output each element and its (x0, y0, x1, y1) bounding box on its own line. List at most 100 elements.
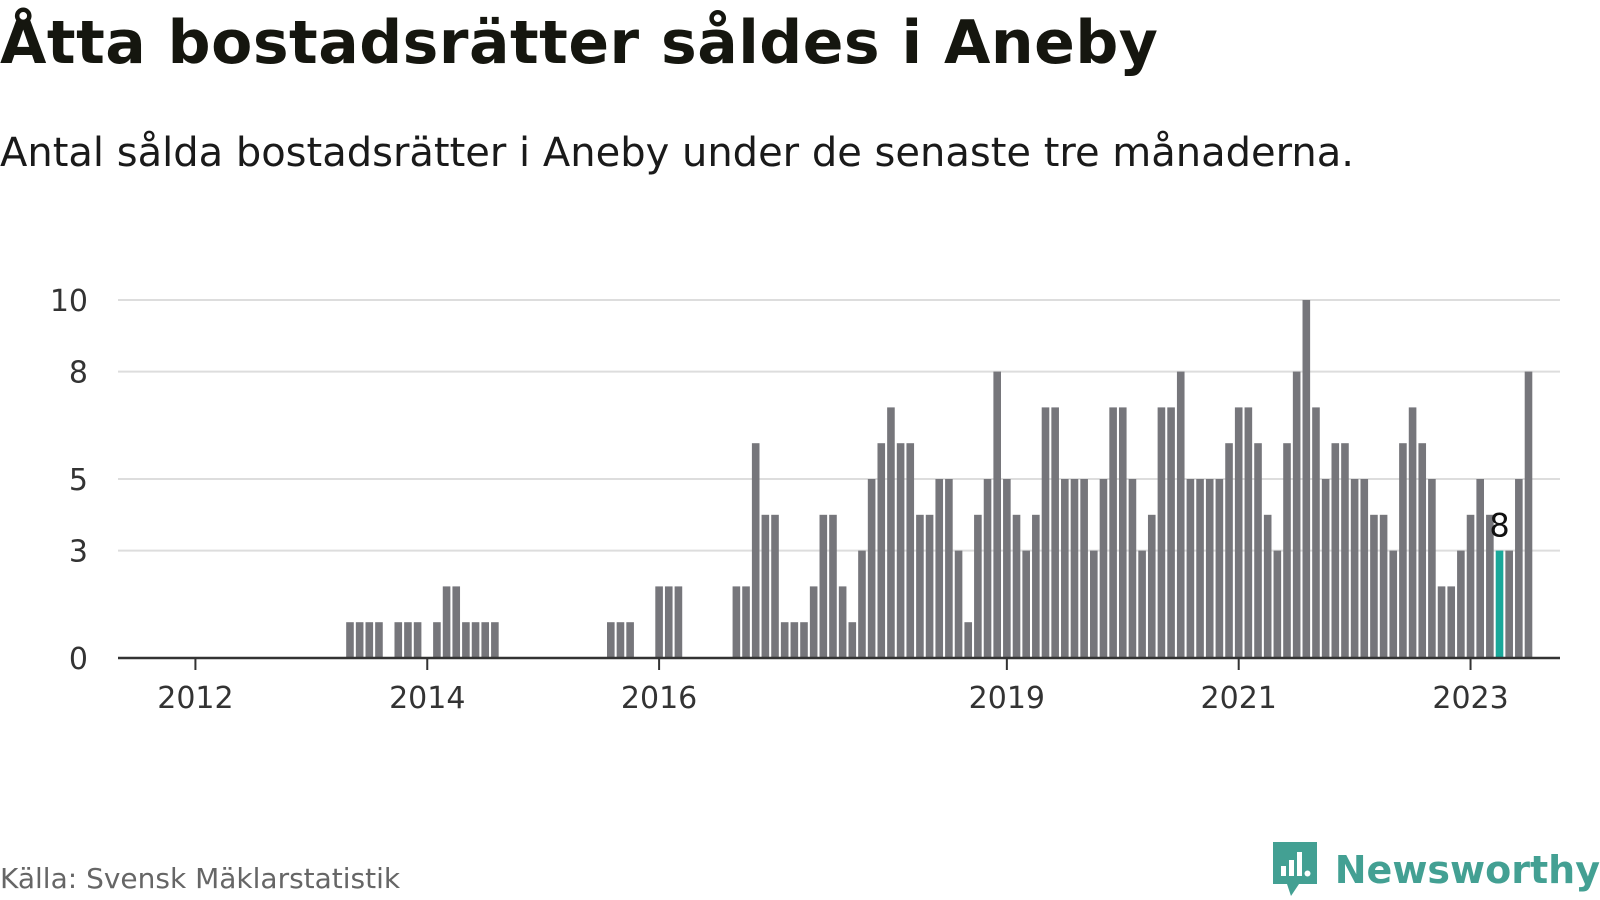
bar (616, 622, 625, 658)
bar (877, 443, 886, 658)
bar (1099, 479, 1108, 658)
bar (1157, 407, 1166, 658)
bar (346, 622, 354, 658)
bar (1225, 443, 1233, 658)
bar (1147, 514, 1156, 658)
bar (1003, 479, 1011, 658)
bar (867, 479, 876, 658)
bar (1273, 550, 1282, 658)
bar (1379, 514, 1388, 658)
data-label: 8 (1489, 507, 1509, 545)
bar (394, 622, 403, 658)
bar (848, 622, 857, 658)
bar (1524, 371, 1533, 658)
bar (1292, 371, 1301, 658)
bar (800, 622, 808, 658)
source-note: Källa: Svensk Mäklarstatistik (0, 862, 401, 895)
bar (1138, 550, 1146, 658)
bar (491, 622, 499, 658)
bar (742, 586, 750, 658)
bar (1457, 550, 1465, 658)
bar (1321, 479, 1330, 658)
bar (925, 514, 934, 658)
bar (413, 622, 422, 658)
y-tick-label: 10 (50, 284, 88, 319)
chart-subtitle: Antal sålda bostadsrätter i Aneby under … (0, 130, 1354, 176)
bar (433, 622, 441, 658)
bar (1437, 586, 1446, 658)
bar (964, 622, 973, 658)
bar (1109, 407, 1117, 658)
bar (732, 586, 741, 658)
bar (1254, 443, 1262, 658)
bar (1283, 443, 1291, 658)
bar (674, 586, 683, 658)
newsworthy-logo-icon (1272, 842, 1317, 896)
bar (819, 514, 828, 658)
bar (771, 514, 779, 658)
bar (1070, 479, 1079, 658)
bar (954, 550, 963, 658)
bar (1061, 479, 1069, 658)
y-tick-label: 5 (69, 463, 88, 498)
highlight-bar (1495, 550, 1504, 658)
bar (896, 443, 905, 658)
bar (858, 550, 866, 658)
bar (935, 479, 944, 658)
x-tick-label: 2014 (389, 681, 465, 716)
y-tick-label: 3 (69, 535, 88, 570)
bar (1312, 407, 1320, 658)
bar (1466, 514, 1475, 658)
bar (1032, 514, 1040, 658)
bar (945, 479, 953, 658)
bar (1428, 479, 1436, 658)
y-tick-label: 8 (69, 356, 88, 391)
bar (1176, 371, 1185, 658)
bar (1515, 479, 1523, 658)
bar (452, 586, 461, 658)
bar (626, 622, 634, 658)
x-tick-label: 2023 (1432, 681, 1508, 716)
bar (1090, 550, 1098, 658)
bar (355, 622, 364, 658)
bar (993, 371, 1001, 658)
bar (809, 586, 818, 658)
bar (983, 479, 992, 658)
bar (1041, 407, 1050, 658)
bar (1360, 479, 1369, 658)
bar (1302, 300, 1311, 658)
brand-logo: Newsworthy (1269, 840, 1600, 900)
bar (974, 514, 982, 658)
bar (1263, 514, 1272, 658)
bar (1476, 479, 1484, 658)
bar (442, 586, 451, 658)
bar (664, 586, 673, 658)
bar (1244, 407, 1253, 658)
bar (375, 622, 383, 658)
bar (1215, 479, 1224, 658)
bar (481, 622, 490, 658)
bar (887, 407, 895, 658)
bar (1012, 514, 1021, 658)
bar (1399, 443, 1407, 658)
bar (1408, 407, 1417, 658)
bar (365, 622, 374, 658)
x-tick-label: 2016 (621, 681, 697, 716)
bar (404, 622, 412, 658)
bar (790, 622, 799, 658)
brand-name: Newsworthy (1334, 848, 1600, 892)
bar (1389, 550, 1398, 658)
bar (1196, 479, 1204, 658)
bar (1341, 443, 1349, 658)
bar (761, 514, 770, 658)
bar (1205, 479, 1214, 658)
bar (906, 443, 915, 658)
x-tick-label: 2012 (157, 681, 233, 716)
bar (1418, 443, 1427, 658)
bar (1447, 586, 1456, 658)
bar (1051, 407, 1059, 658)
bar (655, 586, 663, 658)
bar (1080, 479, 1088, 658)
bar (1128, 479, 1137, 658)
